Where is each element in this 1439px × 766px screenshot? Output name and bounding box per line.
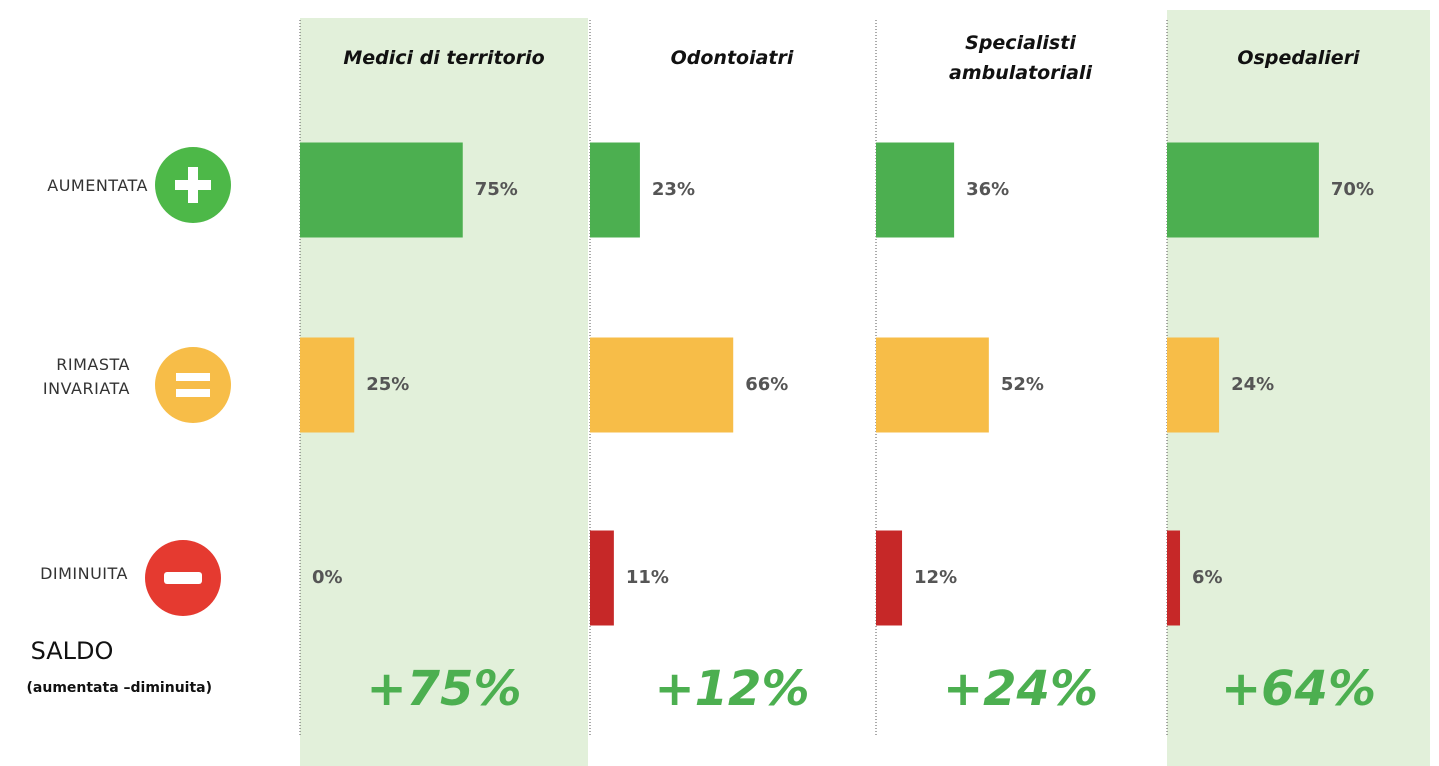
value-label: 11% bbox=[626, 567, 669, 588]
panel-title: Odontoiatri bbox=[670, 47, 794, 69]
panel-title: Ospedalieri bbox=[1237, 47, 1360, 69]
bar bbox=[300, 142, 463, 238]
saldo-note: (aumentata –diminuita) bbox=[27, 680, 213, 696]
minus-icon-bar bbox=[164, 572, 202, 584]
bar bbox=[300, 337, 355, 433]
plus-icon-bar bbox=[188, 167, 198, 203]
bar bbox=[1167, 530, 1181, 626]
bar bbox=[876, 142, 955, 238]
value-label: 25% bbox=[366, 374, 409, 395]
value-label: 6% bbox=[1192, 567, 1223, 588]
equal-icon-bar bbox=[176, 373, 210, 381]
bar bbox=[1167, 337, 1220, 433]
value-label: 66% bbox=[745, 374, 788, 395]
bar bbox=[590, 337, 734, 433]
panel-title: Specialisti ambulatoriali bbox=[949, 32, 1092, 84]
icons bbox=[145, 147, 231, 616]
value-label: 70% bbox=[1331, 179, 1374, 200]
equal-icon-bar bbox=[176, 389, 210, 397]
bar bbox=[876, 530, 903, 626]
value-label: 75% bbox=[475, 179, 518, 200]
value-label: 23% bbox=[652, 179, 695, 200]
value-label: 12% bbox=[914, 567, 957, 588]
value-label: 0% bbox=[312, 567, 343, 588]
saldo-value: +24% bbox=[943, 661, 1098, 717]
value-label: 52% bbox=[1001, 374, 1044, 395]
equal-icon bbox=[155, 347, 231, 423]
value-label: 24% bbox=[1231, 374, 1274, 395]
row-label: RIMASTA INVARIATA bbox=[42, 355, 130, 398]
saldo-title: SALDO bbox=[31, 637, 114, 665]
bar bbox=[876, 337, 989, 433]
row-label: AUMENTATA bbox=[47, 176, 148, 195]
saldo-value: +12% bbox=[654, 661, 809, 717]
panel-title: Medici di territorio bbox=[343, 47, 545, 69]
row-label: DIMINUITA bbox=[40, 564, 128, 583]
saldo-value: +75% bbox=[366, 661, 521, 717]
value-label: 36% bbox=[966, 179, 1009, 200]
bar bbox=[590, 530, 614, 626]
bar bbox=[1167, 142, 1319, 238]
bar bbox=[590, 142, 640, 238]
saldo-value: +64% bbox=[1221, 661, 1376, 717]
